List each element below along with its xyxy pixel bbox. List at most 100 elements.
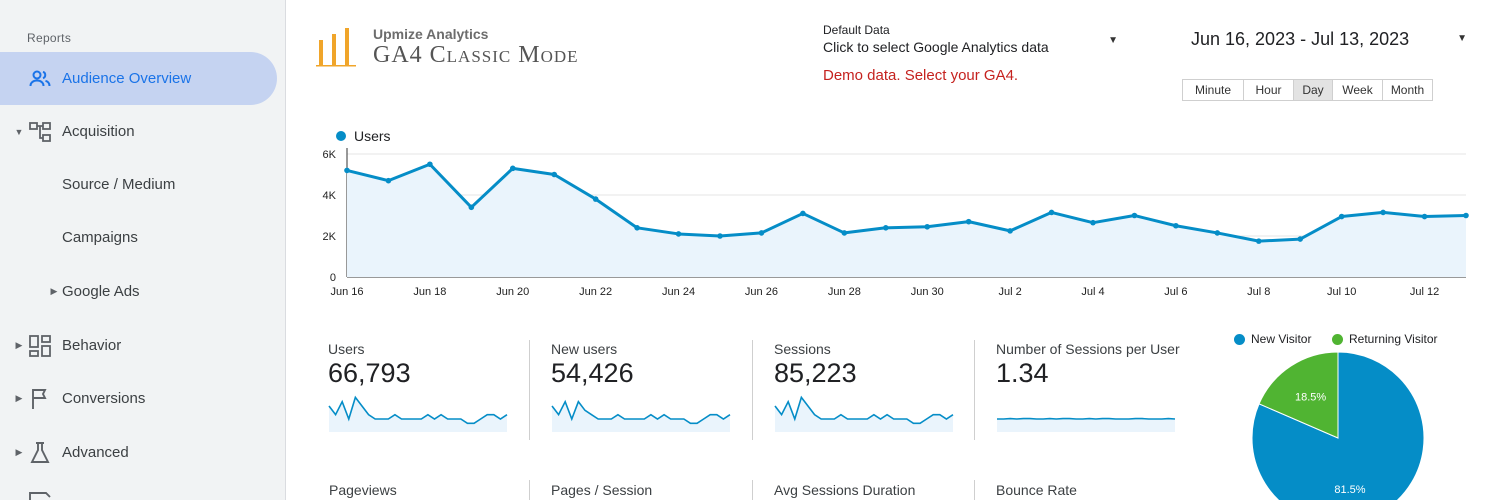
kpi-sparkline <box>997 417 1176 432</box>
users-data-point[interactable] <box>634 225 640 231</box>
x-tick-label: Jun 28 <box>828 286 861 298</box>
users-data-point[interactable] <box>1255 238 1262 244</box>
y-tick-label: 2K <box>323 231 337 243</box>
data-select-caption: Default Data <box>823 23 890 37</box>
date-range-picker[interactable]: Jun 16, 2023 - Jul 13, 2023 ▼ <box>1191 29 1467 50</box>
sidebar-item-behavior[interactable]: ▶ Behavior <box>0 319 277 372</box>
sidebar-item-label: Behavior <box>62 337 122 354</box>
kpi-divider <box>529 480 530 500</box>
users-data-point[interactable] <box>468 204 475 211</box>
y-tick-label: 4K <box>323 190 337 202</box>
dropdown-arrow-icon: ▼ <box>1457 33 1467 44</box>
users-data-point[interactable] <box>841 230 848 236</box>
granularity-toggle: Minute Hour Day Week Month <box>1182 79 1433 101</box>
users-data-point[interactable] <box>1007 228 1013 234</box>
sidebar-item-label: Campaigns <box>62 229 138 246</box>
granularity-hour-button[interactable]: Hour <box>1244 80 1294 100</box>
granularity-week-button[interactable]: Week <box>1333 80 1383 100</box>
date-range-value: Jun 16, 2023 - Jul 13, 2023 <box>1191 29 1410 49</box>
users-data-point[interactable] <box>592 196 599 202</box>
users-data-point[interactable] <box>1338 213 1345 220</box>
sparkline-line <box>774 395 954 425</box>
sidebar-item-audience-overview[interactable]: Audience Overview <box>0 52 277 105</box>
users-data-point[interactable] <box>344 167 350 174</box>
kpi-users: Users 66,793 <box>328 341 518 441</box>
brand-name: Upmize Analytics <box>373 26 489 42</box>
caret-right-icon: ▶ <box>50 286 58 296</box>
legend-dot <box>1234 333 1245 345</box>
pie-slice-new-visitor[interactable] <box>1251 351 1425 500</box>
kpi-sessions-per-user: Number of Sessions per User 1.34 <box>996 341 1186 441</box>
users-data-point[interactable] <box>758 230 765 236</box>
sparkline-area <box>775 397 953 432</box>
users-data-point[interactable] <box>800 210 806 217</box>
x-tick-label: Jul 12 <box>1410 286 1439 298</box>
hierarchy-icon <box>29 121 51 142</box>
users-data-point[interactable] <box>1380 209 1386 216</box>
pie-slice-returning-visitor[interactable] <box>1258 351 1339 439</box>
sidebar-item-source-medium[interactable]: Source / Medium <box>0 158 277 211</box>
users-data-point[interactable] <box>924 223 931 230</box>
sidebar-item-label: Google Ads <box>62 283 140 300</box>
users-data-point[interactable] <box>1173 222 1179 229</box>
sparkline-area <box>552 401 730 432</box>
kpi-bounce-rate-label: Bounce Rate <box>996 482 1077 498</box>
pie-legend-returning-visitor[interactable]: Returning Visitor <box>1332 332 1438 346</box>
x-tick-label: Jul 6 <box>1164 286 1187 298</box>
sidebar-item-advanced[interactable]: ▶ Advanced <box>0 426 277 479</box>
users-data-point[interactable] <box>1131 212 1138 219</box>
users-data-point[interactable] <box>1297 236 1304 242</box>
data-source-select[interactable]: Default Data Click to select Google Anal… <box>823 23 1118 55</box>
pie-legend-new-visitor[interactable]: New Visitor <box>1234 332 1311 346</box>
users-data-point[interactable] <box>1048 209 1055 216</box>
granularity-month-button[interactable]: Month <box>1383 80 1432 100</box>
x-tick-label: Jun 22 <box>579 286 612 298</box>
users-data-point[interactable] <box>675 231 682 237</box>
x-tick-label: Jul 8 <box>1247 286 1270 298</box>
users-data-point[interactable] <box>1214 230 1221 236</box>
users-area-chart: 0 2K 4K 6K Jun 16 Jun 18 Jun 20 Jun 22 Jun 24 Jun… <box>323 148 1469 298</box>
legend-label: New Visitor <box>1251 332 1312 346</box>
sidebar-item-campaigns[interactable]: Campaigns <box>0 211 277 264</box>
users-data-point[interactable] <box>717 233 723 239</box>
pie-slice-label: 18.5% <box>1295 391 1326 403</box>
caret-right-icon: ▶ <box>15 393 23 403</box>
kpi-avg-session-duration-label: Avg Sessions Duration <box>774 482 916 498</box>
flag-icon <box>32 388 47 409</box>
kpi-label: New users <box>551 341 618 357</box>
kpi-divider <box>974 480 975 500</box>
y-tick-label: 0 <box>330 272 336 284</box>
sparkline-line <box>328 395 508 425</box>
legend-label: Users <box>354 128 391 144</box>
users-data-point[interactable] <box>1421 213 1428 220</box>
chart-legend[interactable]: Users <box>336 128 391 144</box>
users-data-point[interactable] <box>1090 219 1096 226</box>
pie-slice-label: 81.5% <box>1334 484 1365 496</box>
users-data-point[interactable] <box>385 177 392 184</box>
granularity-minute-button[interactable]: Minute <box>1183 80 1244 100</box>
sidebar-item-label: Acquisition <box>62 123 135 140</box>
sidebar-item-google-ads[interactable]: ▶ Google Ads <box>0 265 277 318</box>
kpi-pages-per-session-label: Pages / Session <box>551 482 653 498</box>
kpi-new-users: New users 54,426 <box>551 341 741 441</box>
sidebar-item-label: Advanced <box>62 444 129 461</box>
logo-bars-icon <box>316 28 356 67</box>
y-tick-label: 6K <box>323 149 337 161</box>
dropdown-arrow-icon: ▼ <box>1108 35 1118 46</box>
sidebar-item-acquisition[interactable]: ▼ Acquisition <box>0 105 277 158</box>
kpi-sparkline <box>774 395 954 432</box>
users-data-point[interactable] <box>882 225 889 231</box>
reports-label: Reports <box>27 31 72 45</box>
x-tick-label: Jun 20 <box>496 286 529 298</box>
users-data-point[interactable] <box>965 218 972 225</box>
users-data-point[interactable] <box>509 165 516 172</box>
users-data-point[interactable] <box>551 171 558 178</box>
granularity-day-button[interactable]: Day <box>1294 80 1333 100</box>
kpi-divider <box>974 340 975 440</box>
sidebar-item-conversions[interactable]: ▶ Conversions <box>0 372 277 425</box>
users-data-point[interactable] <box>1463 212 1469 219</box>
users-data-point[interactable] <box>427 161 433 168</box>
sidebar-item-label: Conversions <box>62 390 146 407</box>
kpi-divider <box>752 340 753 440</box>
caret-right-icon: ▶ <box>15 340 23 350</box>
